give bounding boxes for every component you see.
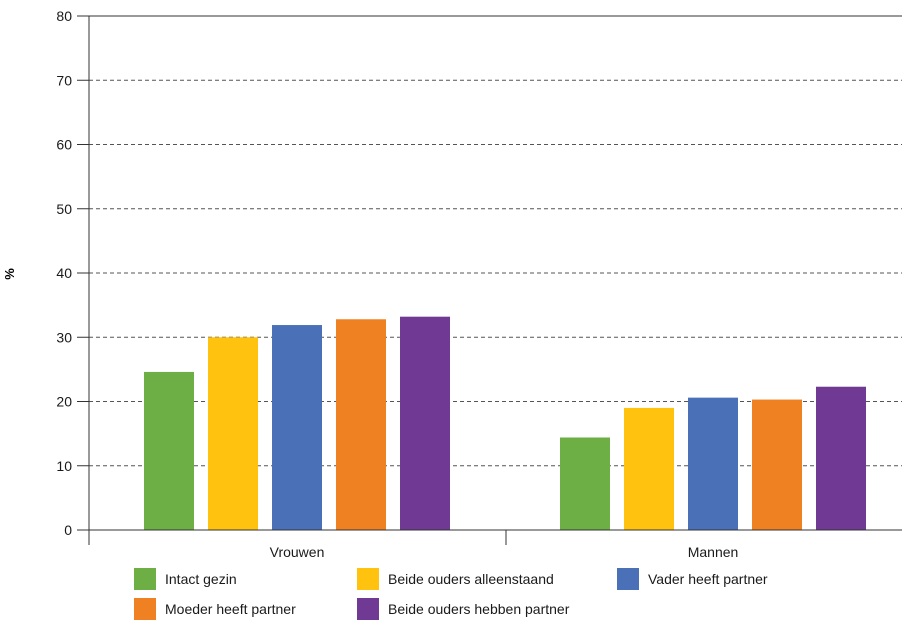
y-tick-label: 20 — [56, 394, 72, 410]
y-tick-label: 60 — [56, 137, 72, 153]
y-tick-label: 0 — [64, 522, 72, 538]
y-tick-label: 30 — [56, 329, 72, 345]
bar — [400, 316, 450, 530]
bar — [752, 399, 802, 530]
bar — [144, 371, 194, 530]
y-axis-ticks: 0 10 20 30 40 50 60 70 80 — [56, 8, 89, 538]
y-tick-label: 10 — [56, 458, 72, 474]
x-tick-label: Vrouwen — [270, 544, 325, 560]
bars — [144, 316, 866, 530]
x-tick-label: Mannen — [688, 544, 739, 560]
y-tick-label: 40 — [56, 265, 72, 281]
y-tick-label: 50 — [56, 201, 72, 217]
bar — [336, 319, 386, 530]
bar — [208, 337, 258, 530]
y-tick-label: 70 — [56, 72, 72, 88]
x-axis-labels: Vrouwen Mannen — [270, 544, 739, 560]
y-tick-label: 80 — [56, 8, 72, 24]
bar — [624, 407, 674, 530]
bar — [560, 437, 610, 530]
bar — [816, 386, 866, 530]
y-axis-label: % — [2, 268, 17, 280]
bar — [688, 397, 738, 530]
bar — [272, 325, 322, 530]
